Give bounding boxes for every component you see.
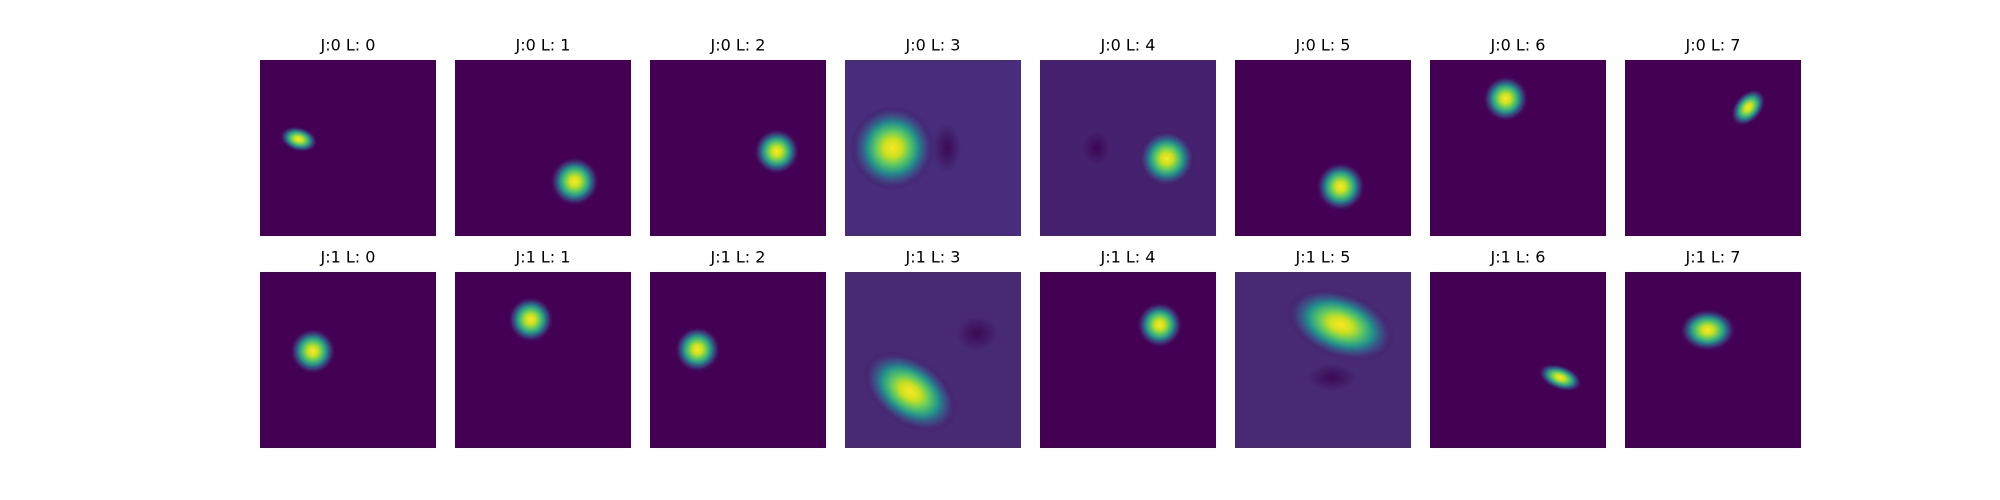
heatmap-panel: [650, 272, 826, 448]
heatmap-image: [1625, 60, 1801, 236]
blob: [862, 350, 958, 433]
heatmap-panel: [1625, 60, 1801, 236]
heatmap-panel: [1430, 272, 1606, 448]
blob: [279, 126, 318, 153]
blob: [1679, 308, 1736, 352]
blob: [1315, 162, 1366, 212]
heatmap-image: [845, 60, 1021, 236]
dark-region: [1082, 130, 1111, 166]
heatmap-background: [1430, 272, 1606, 448]
heatmap-panel: [260, 60, 436, 236]
dark-region: [933, 123, 962, 173]
blob: [1138, 130, 1195, 187]
heatmap-background: [260, 60, 436, 236]
heatmap-panel: [1625, 272, 1801, 448]
blob: [753, 128, 800, 175]
blob: [1482, 75, 1529, 122]
heatmap-image: [1040, 60, 1216, 236]
panel-title: J:0 L: 6: [1490, 36, 1546, 55]
panel-title: J:1 L: 4: [1100, 248, 1156, 267]
panel-title: J:1 L: 0: [320, 248, 376, 267]
panel-title: J:0 L: 4: [1100, 36, 1156, 55]
heatmap-background: [1235, 60, 1411, 236]
heatmap-image: [455, 60, 631, 236]
panel-title: J:0 L: 7: [1685, 36, 1741, 55]
heatmap-image: [1625, 272, 1801, 448]
heatmap-background: [650, 272, 826, 448]
heatmap-panel: [455, 272, 631, 448]
heatmap-panel: [1235, 272, 1411, 448]
heatmap-background: [1040, 272, 1216, 448]
panel-title: J:0 L: 5: [1295, 36, 1351, 55]
heatmap-background: [260, 272, 436, 448]
blob: [289, 328, 336, 375]
heatmap-image: [845, 272, 1021, 448]
panel-title: J:1 L: 5: [1295, 248, 1351, 267]
blob: [850, 105, 935, 191]
heatmap-panel: [1235, 60, 1411, 236]
heatmap-image: [1040, 272, 1216, 448]
blob: [1730, 88, 1766, 127]
heatmap-image: [1430, 272, 1606, 448]
heatmap-background: [455, 272, 631, 448]
panel-title: J:1 L: 1: [515, 248, 571, 267]
heatmap-image: [260, 60, 436, 236]
panel-title: J:1 L: 6: [1490, 248, 1546, 267]
blob: [507, 296, 554, 343]
blob: [674, 326, 721, 373]
heatmap-image: [650, 60, 826, 236]
heatmap-panel: [845, 272, 1021, 448]
heatmap-panel: [1040, 60, 1216, 236]
heatmap-background: [1625, 60, 1801, 236]
blob: [1538, 363, 1583, 392]
heatmap-background: [455, 60, 631, 236]
panel-title: J:0 L: 1: [515, 36, 571, 55]
panel-title: J:1 L: 2: [710, 248, 766, 267]
heatmap-panel: [650, 60, 826, 236]
heatmap-panel: [845, 60, 1021, 236]
heatmap-panel: [260, 272, 436, 448]
panel-title: J:0 L: 3: [905, 36, 961, 55]
blob: [550, 156, 600, 207]
dark-region: [1307, 363, 1357, 392]
heatmap-image: [650, 272, 826, 448]
heatmap-background: [650, 60, 826, 236]
blob: [1286, 287, 1395, 362]
heatmap-image: [1235, 60, 1411, 236]
heatmap-image: [1430, 60, 1606, 236]
heatmap-image: [1235, 272, 1411, 448]
panel-title: J:0 L: 0: [320, 36, 376, 55]
panel-title: J:0 L: 2: [710, 36, 766, 55]
heatmap-panel: [1430, 60, 1606, 236]
dark-region: [955, 316, 999, 352]
blob: [1136, 301, 1183, 348]
heatmap-image: [455, 272, 631, 448]
heatmap-background: [1625, 272, 1801, 448]
heatmap-panel: [455, 60, 631, 236]
panel-title: J:1 L: 3: [905, 248, 961, 267]
heatmap-panel: [1040, 272, 1216, 448]
heatmap-image: [260, 272, 436, 448]
panel-title: J:1 L: 7: [1685, 248, 1741, 267]
